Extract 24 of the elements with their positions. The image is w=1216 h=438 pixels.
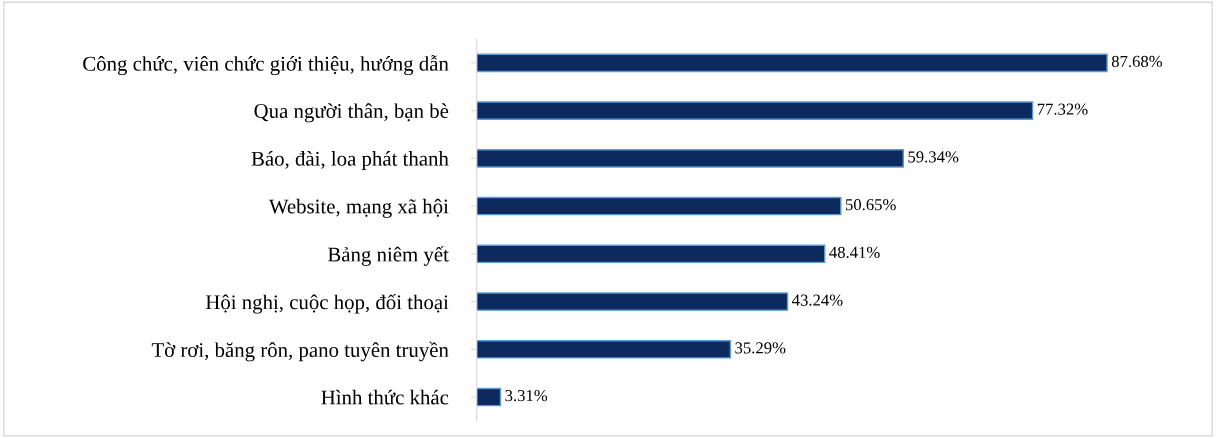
bar [476,340,732,359]
data-label: 59.34% [908,151,959,163]
data-label: 43.24% [792,294,843,306]
y-tick-label: Báo, đài, loa phát thanh [251,151,449,171]
data-label: 87.68% [1111,55,1163,68]
y-tick-label: Qua người thân, bạn bè [254,103,449,123]
y-tick-label: Website, mạng xã hội [268,198,449,218]
y-tick-label: Hình thức khác [321,389,449,405]
data-label: 48.41% [829,246,880,259]
data-label: 77.32% [1037,103,1088,115]
data-label: 50.65% [845,199,896,211]
bar [476,387,502,407]
y-tick-label: Bảng niêm yết [327,246,449,266]
bar [476,196,842,216]
bar [476,292,789,311]
data-label: 35.29% [735,342,786,354]
y-tick-label: Công chức, viên chức giới thiệu, hướng dẫn [83,55,449,76]
data-label: 3.31% [505,389,548,402]
bar [476,101,1034,120]
bar [476,53,1108,73]
bar [476,244,826,264]
y-tick-label: Tờ rơi, băng rôn, pano tuyên truyền [151,341,449,362]
y-tick-label: Hội nghị, cuộc họp, đối thoại [205,294,449,314]
bar [476,149,905,168]
